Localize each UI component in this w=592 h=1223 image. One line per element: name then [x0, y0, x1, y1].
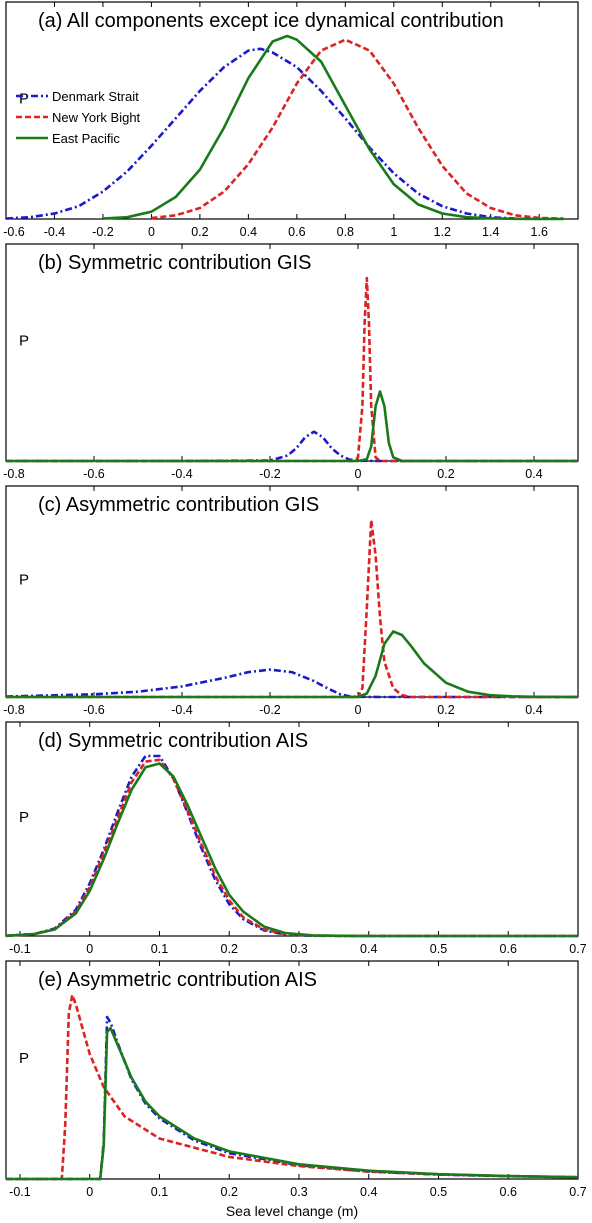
x-tick-label: 0: [355, 467, 362, 481]
panel-2: (b) Symmetric contribution GIS P -0.8 -0.6 -…: [3, 243, 579, 481]
legend-entry: New York Bight: [52, 110, 141, 125]
x-tick-label: 0.7: [569, 1185, 586, 1199]
panel-4: (d) Symmetric contribution AIS P -0.1 0 0.1 0…: [5, 721, 587, 956]
plot-frame: [5, 721, 579, 937]
panel-1: (a) All components except ice dynamical …: [3, 1, 579, 239]
x-tick-label: 0.1: [151, 942, 168, 956]
x-tick-label: -0.6: [83, 467, 105, 481]
x-tick-label: -0.6: [3, 225, 25, 239]
x-tick-label: 0.4: [240, 225, 257, 239]
x-tick-label: 0: [148, 225, 155, 239]
x-tick-label: 1.2: [434, 225, 451, 239]
series-line-new-york-bight: [151, 38, 564, 220]
x-tick-label: 0: [86, 942, 93, 956]
x-tick-label: 0.6: [500, 942, 517, 956]
series-line-east-pacific: [5, 762, 578, 938]
x-tick-label: 0: [86, 1185, 93, 1199]
x-tick-label: 0.3: [290, 942, 307, 956]
x-tick-label: 0.3: [290, 1185, 307, 1199]
x-tick-label: 0.1: [151, 1185, 168, 1199]
series-line-new-york-bight: [6, 276, 578, 463]
plot-frame: [5, 960, 579, 1180]
x-tick-label: 0.2: [437, 703, 454, 717]
x-axis-label: Sea level change (m): [226, 1203, 358, 1219]
x-tick-label: 0.4: [525, 703, 542, 717]
x-tick-label: 0.2: [437, 467, 454, 481]
panel-3: (c) Asymmetric contribution GIS P -0.8 -0.6…: [3, 485, 579, 717]
y-axis-label: P: [19, 1050, 29, 1067]
x-tick-label: -0.2: [259, 467, 281, 481]
legend-entry: Denmark Strait: [52, 89, 139, 104]
x-tick-label: 0.5: [430, 942, 447, 956]
panel-title: (c) Asymmetric contribution GIS: [38, 494, 319, 516]
x-tick-label: -0.2: [92, 225, 114, 239]
series-line-east-pacific: [6, 390, 578, 463]
y-axis-label: P: [19, 91, 29, 108]
series-line-east-pacific: [6, 630, 579, 699]
plot-frame: [5, 243, 579, 462]
x-tick-label: -0.8: [3, 467, 25, 481]
x-tick-label: -0.1: [9, 1185, 31, 1199]
x-tick-label: 0.2: [221, 1185, 238, 1199]
x-tick-label: 0.4: [360, 942, 377, 956]
panel-title: (a) All components except ice dynamical …: [38, 10, 504, 32]
x-tick-label: 0.5: [430, 1185, 447, 1199]
x-tick-label: 0.2: [191, 225, 208, 239]
x-tick-label: 1: [390, 225, 397, 239]
x-tick-label: -0.6: [83, 703, 105, 717]
panel-title: (d) Symmetric contribution AIS: [38, 730, 308, 752]
x-tick-label: -0.8: [3, 703, 25, 717]
series-line-denmark-strait: [5, 47, 516, 220]
x-tick-label: -0.2: [259, 703, 281, 717]
y-axis-label: P: [19, 572, 29, 589]
x-tick-label: 0.7: [569, 942, 586, 956]
x-tick-label: 0.4: [360, 1185, 377, 1199]
y-axis-label: P: [19, 809, 29, 826]
x-tick-label: 0.6: [500, 1185, 517, 1199]
x-tick-label: 0.8: [337, 225, 354, 239]
legend-entry: East Pacific: [52, 131, 120, 146]
x-tick-label: 1.4: [482, 225, 499, 239]
panel-title: (e) Asymmetric contribution AIS: [38, 969, 317, 991]
plot-frame: [5, 485, 579, 698]
x-tick-label: 0.4: [525, 467, 542, 481]
x-tick-label: 0.6: [288, 225, 305, 239]
series-line-east-pacific: [102, 34, 564, 221]
x-tick-label: -0.1: [9, 942, 31, 956]
series-line-east-pacific: [6, 1026, 579, 1181]
x-tick-label: 1.6: [531, 225, 548, 239]
x-tick-label: -0.4: [44, 225, 66, 239]
x-tick-label: -0.4: [171, 467, 193, 481]
x-tick-label: -0.4: [171, 703, 193, 717]
x-tick-label: 0: [355, 703, 362, 717]
y-axis-label: P: [19, 333, 29, 350]
x-tick-label: 0.2: [221, 942, 238, 956]
panel-5: (e) Asymmetric contribution AIS P -0.1 0 0.1…: [5, 960, 587, 1219]
series-line-new-york-bight: [6, 518, 578, 699]
legend: Denmark Strait New York Bight East Pacific: [16, 89, 141, 146]
panel-title: (b) Symmetric contribution GIS: [38, 252, 311, 274]
